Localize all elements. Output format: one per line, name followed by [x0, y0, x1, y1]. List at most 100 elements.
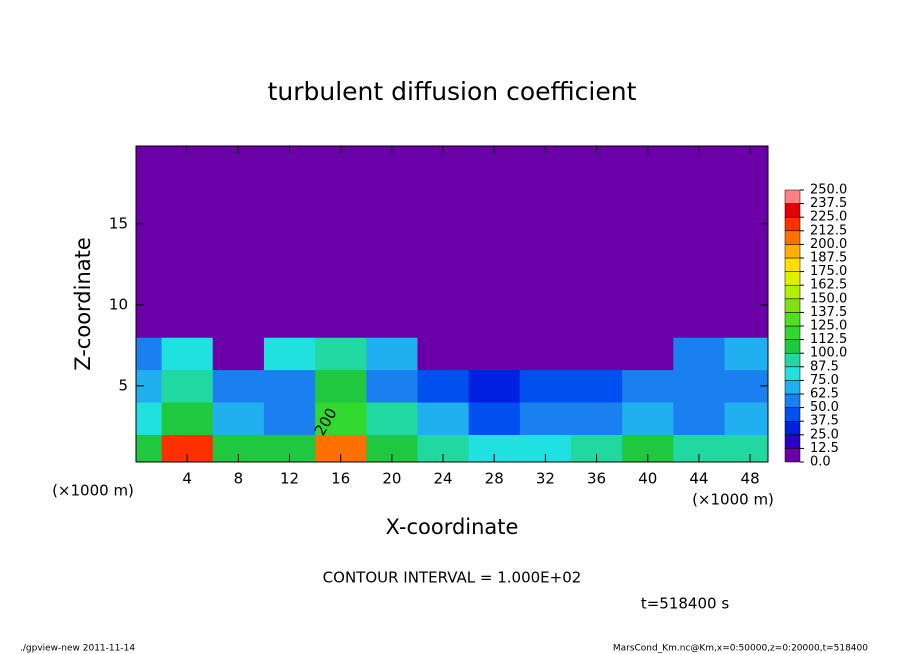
- heatmap-cell: [366, 337, 418, 371]
- colorbar-band: [784, 393, 801, 408]
- x-tick-label: 24: [433, 470, 452, 488]
- heatmap-cell: [519, 239, 572, 273]
- heatmap-cell: [673, 272, 726, 306]
- colorbar-label: 87.5: [810, 359, 839, 374]
- x-tick-label: 44: [689, 470, 708, 488]
- heatmap-cell: [724, 402, 768, 435]
- colorbar-label: 12.5: [810, 441, 839, 456]
- heatmap-cell: [673, 304, 726, 338]
- heatmap-cell: [212, 239, 265, 273]
- colorbar-band: [784, 244, 801, 259]
- chart-title: turbulent diffusion coefficient: [268, 77, 637, 106]
- heatmap-cell: [315, 402, 367, 435]
- heatmap-cell: [468, 369, 521, 403]
- heatmap-cell: [161, 337, 214, 371]
- colorbar-band: [784, 352, 801, 368]
- heatmap-cell: [315, 239, 367, 273]
- heatmap-cell: [366, 304, 418, 338]
- colorbar-label: 37.5: [810, 414, 839, 429]
- colorbar-band: [784, 420, 801, 436]
- heatmap-cell: [161, 304, 214, 338]
- colorbar-band: [784, 407, 801, 422]
- heatmap-cell: [417, 239, 470, 273]
- heatmap-cell: [136, 175, 163, 209]
- heatmap-cell: [212, 337, 265, 371]
- heatmap-cell: [570, 337, 623, 371]
- x-tick-label: 48: [741, 470, 760, 488]
- heatmap-cell: [468, 207, 521, 241]
- heatmap-cell: [136, 272, 163, 306]
- colorbar-label: 0.0: [810, 455, 831, 470]
- heatmap-cell: [161, 402, 214, 435]
- heatmap-cell: [468, 272, 521, 306]
- heatmap-cell: [263, 369, 316, 403]
- heatmap-cell: [570, 369, 623, 403]
- heatmap-cell: [263, 272, 316, 306]
- heatmap-cell: [622, 369, 674, 403]
- y-tick-label: 5: [118, 376, 128, 394]
- heatmap-cell: [136, 304, 163, 338]
- heatmap-cell: [212, 369, 265, 403]
- colorbar-label: 250.0: [810, 183, 847, 198]
- x-axis-label: X-coordinate: [386, 515, 519, 539]
- heatmap-cell: [724, 239, 768, 273]
- heatmap-cell: [161, 239, 214, 273]
- heatmap-cell: [468, 337, 521, 371]
- x-tick-label: 28: [485, 470, 504, 488]
- heatmap-cell: [366, 239, 418, 273]
- heatmap-cell: [136, 239, 163, 273]
- colorbar-band: [784, 189, 801, 204]
- footer-right: MarsCond_Km.nc@Km,x=0:50000,z=0:20000,t=…: [613, 644, 868, 654]
- heatmap-cell: [724, 304, 768, 338]
- colorbar-label: 162.5: [810, 278, 847, 293]
- colorbar-label: 100.0: [810, 346, 847, 361]
- heatmap-cell: [136, 146, 163, 176]
- colorbar-label: 75.0: [810, 373, 839, 388]
- heatmap-cell: [622, 337, 674, 371]
- heatmap-cell: [622, 175, 674, 209]
- heatmap-cell: [263, 207, 316, 241]
- heatmap-cell: [136, 337, 163, 371]
- colorbar-label: 175.0: [810, 264, 847, 279]
- heatmap-cell: [519, 207, 572, 241]
- colorbar-band: [784, 298, 801, 313]
- y-tick-label: 10: [109, 295, 128, 313]
- heatmap: [136, 146, 768, 462]
- colorbar-label: 112.5: [810, 332, 847, 347]
- heatmap-cell: [519, 175, 572, 209]
- heatmap-cell: [212, 207, 265, 241]
- heatmap-cell: [417, 207, 470, 241]
- heatmap-cell: [570, 402, 623, 435]
- colorbar-label: 225.0: [810, 210, 847, 225]
- colorbar-band: [784, 230, 801, 245]
- colorbar-label: 212.5: [810, 223, 847, 238]
- heatmap-cell: [622, 304, 674, 338]
- heatmap-cell: [570, 239, 623, 273]
- heatmap-cell: [263, 304, 316, 338]
- x-unit: (×1000 m): [692, 491, 774, 509]
- heatmap-cell: [366, 402, 418, 435]
- colorbar-band: [784, 271, 801, 286]
- heatmap-cell: [366, 369, 418, 403]
- colorbar-label: 237.5: [810, 196, 847, 211]
- heatmap-cell: [468, 304, 521, 338]
- heatmap-cell: [622, 272, 674, 306]
- heatmap-cell: [519, 402, 572, 435]
- heatmap-cell: [161, 369, 214, 403]
- heatmap-cell: [519, 337, 572, 371]
- heatmap-cell: [724, 337, 768, 371]
- colorbar-band: [784, 434, 801, 449]
- x-tick-label: 40: [638, 470, 657, 488]
- colorbar-band: [784, 339, 801, 354]
- colorbar-band: [784, 203, 801, 218]
- heatmap-cell: [263, 175, 316, 209]
- x-tick-label: 4: [182, 470, 192, 488]
- colorbar-band: [784, 284, 801, 300]
- heatmap-cell: [417, 402, 470, 435]
- colorbar-band: [784, 448, 801, 463]
- heatmap-cell: [570, 175, 623, 209]
- heatmap-cell: [263, 337, 316, 371]
- heatmap-cell: [136, 402, 163, 435]
